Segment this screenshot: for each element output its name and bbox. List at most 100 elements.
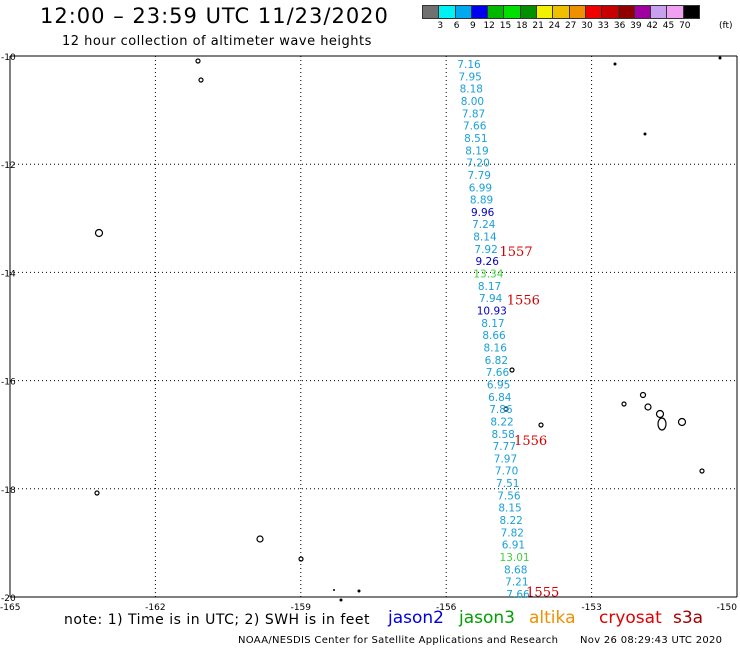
swh-value-label: 7.21 bbox=[505, 577, 528, 589]
color-scale-label: 24 bbox=[548, 21, 561, 31]
swh-value-label: 8.58 bbox=[491, 429, 514, 441]
swh-value-label: 8.51 bbox=[464, 133, 487, 145]
credit-line: NOAA/NESDIS Center for Satellite Applica… bbox=[238, 635, 559, 646]
color-scale-labels: (ft) 3 6 9 12 15 18 21 24 27 30 33 36 39 42 45 70 bbox=[422, 21, 732, 33]
color-scale-label: 45 bbox=[662, 21, 675, 31]
swh-value-label: 13.01 bbox=[500, 552, 530, 564]
pass-time-label: 1555 bbox=[526, 586, 559, 601]
island-outline bbox=[94, 490, 100, 496]
latitude-tick-label: -12 bbox=[1, 161, 16, 171]
island-outline bbox=[503, 406, 509, 412]
swh-value-label: 7.20 bbox=[466, 158, 489, 170]
island-outline bbox=[677, 417, 687, 427]
swh-value-label: 7.79 bbox=[468, 170, 491, 182]
page-subtitle: 12 hour collection of altimeter wave hei… bbox=[62, 34, 372, 49]
swh-value-label: 8.89 bbox=[470, 195, 493, 207]
swh-value-label: 8.17 bbox=[481, 318, 504, 330]
island-outline bbox=[195, 58, 201, 64]
island-outline bbox=[298, 556, 304, 562]
swh-value-label: 8.19 bbox=[465, 145, 488, 157]
swh-value-label: 7.97 bbox=[494, 453, 517, 465]
swh-value-label: 8.22 bbox=[490, 416, 513, 428]
swh-value-label: 8.00 bbox=[461, 96, 484, 108]
pass-time-label: 1556 bbox=[514, 434, 547, 449]
swh-value-label: 6.99 bbox=[469, 182, 492, 194]
latitude-tick-label: -20 bbox=[1, 594, 16, 604]
units-note: note: 1) Time is in UTC; 2) SWH is in fe… bbox=[64, 612, 371, 628]
swh-value-label: 6.84 bbox=[488, 392, 512, 404]
swh-value-label: 9.96 bbox=[471, 207, 495, 219]
map-grid bbox=[10, 56, 737, 597]
swh-value-label: 8.16 bbox=[484, 342, 508, 354]
island-outline bbox=[655, 409, 665, 419]
color-scale-label: 18 bbox=[516, 21, 528, 31]
island-outline bbox=[699, 468, 705, 474]
color-scale-label: 6 bbox=[453, 21, 460, 31]
island-outline bbox=[613, 62, 617, 66]
longitude-tick-label: -162 bbox=[145, 603, 165, 613]
swh-value-label: 8.17 bbox=[478, 281, 501, 293]
swh-value-label: 8.18 bbox=[460, 84, 483, 96]
legend-item-cryosat: cryosat bbox=[599, 608, 662, 628]
swh-value-label: 8.68 bbox=[504, 564, 527, 576]
color-scale-label: 70 bbox=[679, 21, 691, 31]
color-scale-swatch bbox=[682, 5, 701, 19]
color-scale-label: 12 bbox=[483, 21, 495, 31]
island-outline bbox=[657, 417, 667, 431]
longitude-tick-label: -165 bbox=[0, 603, 20, 613]
longitude-tick-label: -156 bbox=[436, 603, 457, 613]
color-scale-label: 39 bbox=[630, 21, 642, 31]
island-outline bbox=[256, 535, 264, 543]
color-scale-label: 30 bbox=[581, 21, 593, 31]
swh-value-label: 7.92 bbox=[474, 244, 497, 256]
swh-value-label: 7.70 bbox=[495, 466, 518, 478]
island-outline bbox=[538, 422, 544, 428]
swh-value-label: 8.14 bbox=[473, 232, 497, 244]
swh-value-label: 8.66 bbox=[482, 330, 506, 342]
swh-value-label: 7.82 bbox=[501, 527, 524, 539]
color-scale-label: 33 bbox=[597, 21, 610, 31]
color-scale-bar bbox=[422, 5, 701, 19]
swh-value-label: 9.26 bbox=[476, 256, 500, 268]
color-scale-label: 9 bbox=[470, 21, 476, 31]
color-scale-unit: (ft) bbox=[719, 21, 733, 31]
latitude-tick-label: -10 bbox=[1, 53, 16, 63]
pass-time-label: 1556 bbox=[507, 293, 540, 308]
swh-value-label: 7.66 bbox=[463, 121, 487, 133]
island-outline bbox=[94, 228, 104, 238]
island-outline bbox=[357, 589, 361, 593]
generated-timestamp: Nov 26 08:29:43 UTC 2020 bbox=[580, 635, 723, 646]
swh-value-label: 10.93 bbox=[477, 306, 507, 318]
longitude-tick-label: -153 bbox=[581, 603, 601, 613]
color-scale-label: 42 bbox=[646, 21, 658, 31]
color-scale-label: 21 bbox=[532, 21, 544, 31]
pass-time-label: 1557 bbox=[500, 245, 533, 260]
island-outline bbox=[718, 56, 722, 60]
swh-value-label: 6.91 bbox=[502, 540, 525, 552]
island-outlines bbox=[94, 56, 722, 602]
island-outline bbox=[621, 401, 627, 407]
legend-item-s3a: s3a bbox=[673, 608, 704, 628]
swh-value-label: 7.86 bbox=[489, 404, 513, 416]
swh-value-label: 7.16 bbox=[457, 59, 481, 71]
pass-time-labels: 1557 1556 1556 1555 bbox=[500, 245, 560, 601]
swh-value-label: 13.34 bbox=[473, 269, 503, 281]
swh-value-label: 7.94 bbox=[479, 293, 503, 305]
color-scale-label: 27 bbox=[564, 21, 577, 31]
legend-item-jason2: jason2 bbox=[388, 608, 444, 628]
swh-value-labels: 7.167.958.188.007.877.668.518.197.207.79… bbox=[457, 59, 530, 601]
swh-value-label: 8.15 bbox=[498, 503, 521, 515]
island-outline bbox=[333, 589, 335, 591]
latitude-tick-label: -14 bbox=[1, 269, 16, 279]
island-outline bbox=[643, 132, 647, 136]
swh-value-label: 6.95 bbox=[487, 379, 510, 391]
swh-value-label: 8.22 bbox=[499, 515, 522, 527]
swh-value-label: 7.87 bbox=[462, 108, 485, 120]
swh-value-label: 7.95 bbox=[458, 71, 481, 83]
island-outline bbox=[639, 391, 647, 399]
latitude-tick-label: -18 bbox=[1, 486, 16, 496]
swh-value-label: 7.66 bbox=[486, 367, 510, 379]
color-scale-label: 36 bbox=[613, 21, 626, 31]
map-axes: -10 -12 -14 -16 -18 -20-165 -162 -159 -156 -153 -1… bbox=[0, 53, 738, 613]
